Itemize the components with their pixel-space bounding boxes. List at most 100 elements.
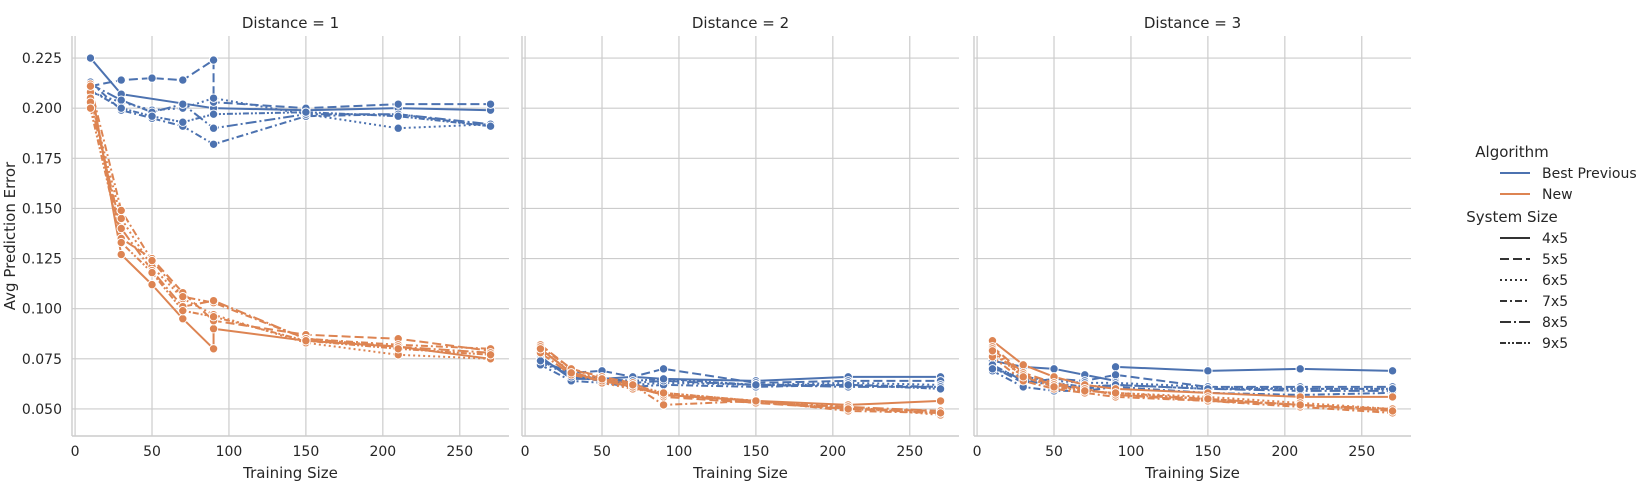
data-point <box>1295 400 1305 410</box>
panel-title: Distance = 1 <box>242 14 339 32</box>
data-point <box>658 364 669 374</box>
data-point <box>1387 384 1398 394</box>
data-point <box>935 384 946 394</box>
data-point <box>178 314 188 324</box>
legend-style-items: 4x5 5x5 6x5 7x5 8x5 9x5 <box>1500 231 1568 352</box>
data-point <box>1018 360 1028 370</box>
y-tick-label: 0.200 <box>22 101 62 117</box>
data-point <box>1018 372 1028 382</box>
data-point <box>658 374 669 384</box>
data-point <box>116 75 126 85</box>
data-point <box>535 344 546 354</box>
data-point <box>208 123 219 133</box>
data-point <box>1080 386 1090 396</box>
legend-label: 9x5 <box>1542 336 1568 352</box>
legend-label: New <box>1542 187 1573 203</box>
series-line <box>89 83 491 360</box>
data-point <box>116 213 126 224</box>
legend-style-title: System Size <box>1466 208 1558 226</box>
data-point <box>147 279 157 290</box>
series-line <box>89 107 491 356</box>
data-point <box>658 388 669 398</box>
series-line <box>89 97 491 360</box>
data-point <box>566 368 576 378</box>
data-point <box>751 380 761 390</box>
x-tick-label: 150 <box>1195 444 1222 460</box>
data-point <box>208 324 219 334</box>
y-tick-label: 0.225 <box>22 51 62 67</box>
y-tick-label: 0.075 <box>22 352 62 368</box>
data-point <box>85 53 96 63</box>
data-point <box>116 223 126 234</box>
data-point <box>85 81 96 91</box>
legend-hue-items: Best Previous New <box>1500 166 1637 203</box>
x-tick-label: 50 <box>143 444 161 460</box>
data-point <box>1110 362 1121 372</box>
y-tick-label: 0.050 <box>22 402 62 418</box>
x-tick-label: 250 <box>446 444 473 460</box>
data-point <box>178 117 188 127</box>
data-point <box>1049 364 1059 374</box>
data-point <box>116 103 126 113</box>
data-point <box>1110 388 1121 398</box>
data-point <box>178 99 188 109</box>
data-point <box>485 350 496 360</box>
x-axis-label: Training Size <box>1144 464 1240 482</box>
data-point <box>208 344 219 354</box>
data-point <box>1387 392 1398 402</box>
series-line <box>89 101 491 354</box>
legend-label: 5x5 <box>1542 252 1568 268</box>
data-point <box>147 111 157 121</box>
series-line <box>540 359 941 384</box>
data-point <box>393 111 403 121</box>
data-point <box>393 123 403 133</box>
series-line <box>90 59 491 110</box>
data-point <box>1295 384 1305 394</box>
x-tick-label: 150 <box>743 444 770 460</box>
data-point <box>1295 364 1305 374</box>
data-point <box>208 139 219 149</box>
series-line <box>89 85 491 350</box>
data-point <box>485 99 496 109</box>
series-line <box>539 357 941 388</box>
data-point <box>178 291 188 302</box>
series-line <box>539 347 941 414</box>
data-point <box>147 255 157 266</box>
legend-hue-title: Algorithm <box>1475 143 1548 161</box>
panel-1: 0 50 100 150 200 250 0.050 0.075 0.100 0.125 0.150… <box>1 14 509 482</box>
x-tick-label: 0 <box>521 444 530 460</box>
data-point <box>628 380 638 390</box>
legend-label: 7x5 <box>1542 294 1568 310</box>
x-axis-label: Training Size <box>242 464 338 482</box>
series-line <box>89 57 491 112</box>
series-line <box>540 361 941 386</box>
panels-layer: 0 50 100 150 200 250 0.050 0.075 0.100 0.125 0.150… <box>1 14 1411 482</box>
legend-label: 6x5 <box>1542 273 1568 289</box>
x-tick-label: 50 <box>1045 444 1063 460</box>
series-line <box>89 91 491 352</box>
x-tick-label: 150 <box>293 444 320 460</box>
data-point <box>208 312 219 322</box>
x-tick-label: 100 <box>216 444 243 460</box>
x-tick-label: 200 <box>369 444 396 460</box>
panel-3: 0 50 100 150 200 250 Distance = 3 Training Size <box>973 14 1411 482</box>
data-point <box>597 374 607 384</box>
data-point <box>535 356 546 366</box>
data-point <box>116 95 126 105</box>
legend-label: 4x5 <box>1542 231 1568 247</box>
x-axis-label: Training Size <box>692 464 788 482</box>
series-line <box>991 350 1393 412</box>
data-point <box>1049 382 1059 392</box>
data-point <box>935 396 946 406</box>
data-point <box>987 346 998 356</box>
data-point <box>843 404 853 414</box>
data-point <box>751 396 761 406</box>
series-line <box>89 81 491 146</box>
x-tick-label: 0 <box>973 444 982 460</box>
data-point <box>987 364 998 374</box>
data-point <box>1203 366 1213 376</box>
x-tick-label: 250 <box>1348 444 1375 460</box>
data-point <box>178 305 188 316</box>
